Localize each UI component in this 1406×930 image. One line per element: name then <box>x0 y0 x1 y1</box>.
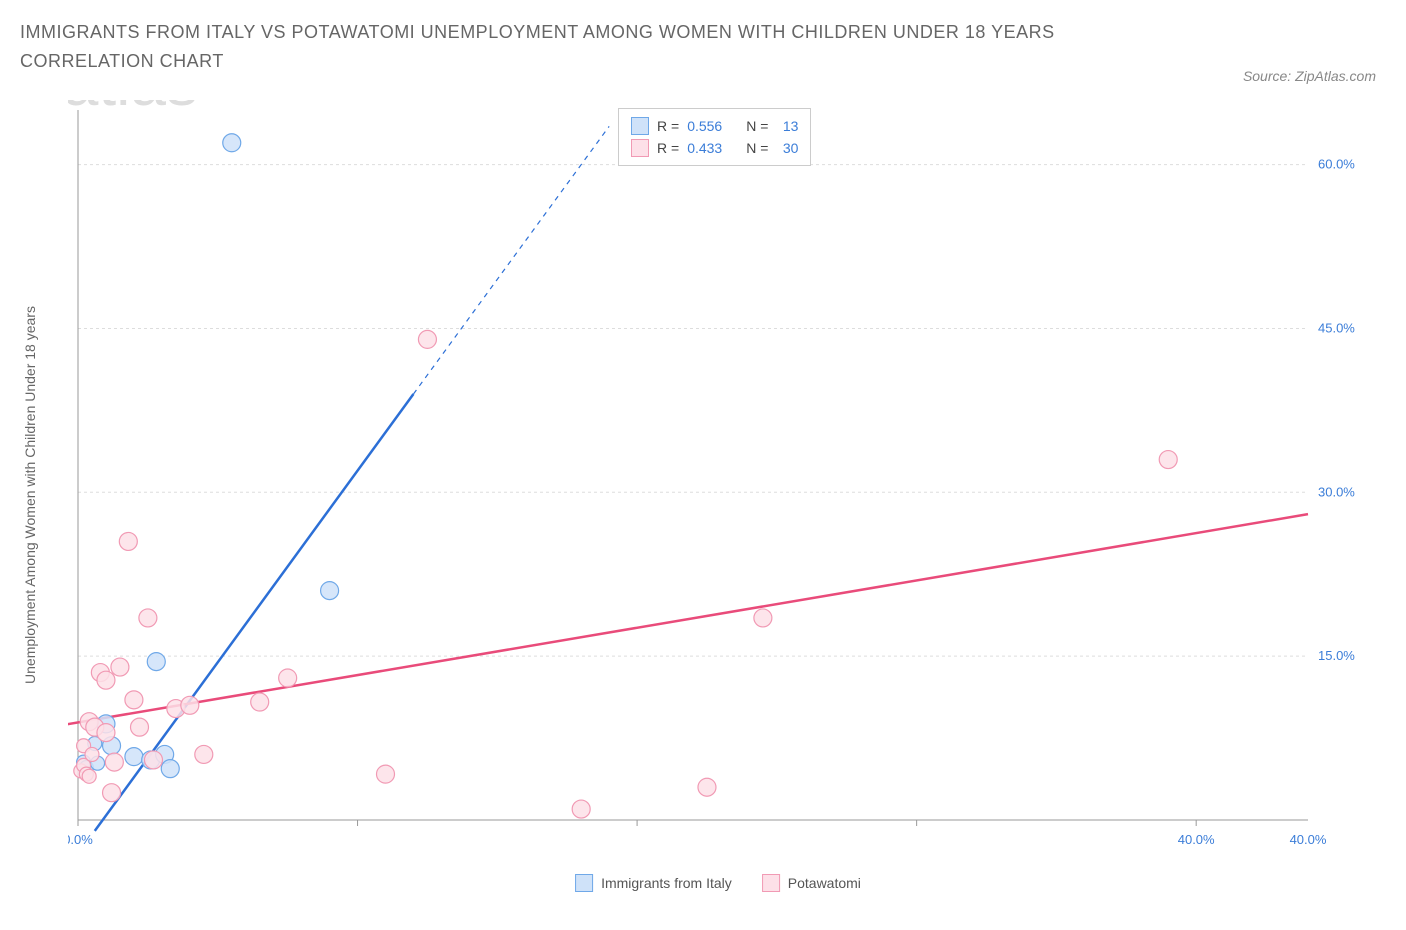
series-legend: Immigrants from Italy Potawatomi <box>575 874 861 892</box>
x-tick-label: 40.0% <box>1290 832 1327 847</box>
y-tick-label: 15.0% <box>1318 648 1355 663</box>
data-point <box>139 609 157 627</box>
legend-row: R = 0.433 N = 30 <box>631 137 798 159</box>
data-point <box>321 582 339 600</box>
data-point <box>97 724 115 742</box>
n-value: 30 <box>776 140 798 156</box>
data-point <box>111 658 129 676</box>
data-point <box>131 718 149 736</box>
data-point <box>103 784 121 802</box>
legend-swatch <box>631 139 649 157</box>
data-point <box>223 134 241 152</box>
data-point <box>754 609 772 627</box>
data-point <box>251 693 269 711</box>
n-label: N = <box>746 140 768 156</box>
data-point <box>125 748 143 766</box>
legend-swatch <box>762 874 780 892</box>
y-tick-label: 30.0% <box>1318 484 1355 499</box>
data-point <box>1159 451 1177 469</box>
n-label: N = <box>746 118 768 134</box>
correlation-legend: R = 0.556 N = 13 R = 0.433 N = 30 <box>618 108 811 166</box>
legend-item: Immigrants from Italy <box>575 874 732 892</box>
legend-item: Potawatomi <box>762 874 861 892</box>
data-point <box>418 330 436 348</box>
source-label: Source: ZipAtlas.com <box>1243 68 1376 84</box>
data-point <box>195 745 213 763</box>
legend-label: Potawatomi <box>788 875 861 891</box>
r-label: R = <box>657 118 679 134</box>
x-tick-label: 0.0% <box>68 832 93 847</box>
y-tick-label: 60.0% <box>1318 157 1355 172</box>
x-tick-label: 40.0% <box>1178 832 1215 847</box>
data-point <box>82 769 96 783</box>
data-point <box>572 800 590 818</box>
data-point <box>279 669 297 687</box>
data-point <box>181 696 199 714</box>
data-point <box>125 691 143 709</box>
data-point <box>105 753 123 771</box>
data-point <box>119 532 137 550</box>
r-value: 0.433 <box>687 140 722 156</box>
r-value: 0.556 <box>687 118 722 134</box>
legend-swatch <box>631 117 649 135</box>
legend-label: Immigrants from Italy <box>601 875 732 891</box>
watermark: ZIPatlas <box>68 100 198 123</box>
y-axis-label: Unemployment Among Women with Children U… <box>22 306 38 684</box>
chart-container: Unemployment Among Women with Children U… <box>48 100 1388 890</box>
data-point <box>161 760 179 778</box>
data-point <box>377 765 395 783</box>
data-point <box>85 747 99 761</box>
legend-swatch <box>575 874 593 892</box>
r-label: R = <box>657 140 679 156</box>
trend-line-dashed <box>413 126 609 394</box>
legend-row: R = 0.556 N = 13 <box>631 115 798 137</box>
data-point <box>698 778 716 796</box>
data-point <box>97 671 115 689</box>
data-point <box>144 751 162 769</box>
y-tick-label: 45.0% <box>1318 320 1355 335</box>
n-value: 13 <box>776 118 798 134</box>
data-point <box>147 653 165 671</box>
chart-title: IMMIGRANTS FROM ITALY VS POTAWATOMI UNEM… <box>20 18 1120 76</box>
scatter-plot: ZIPatlas 0.0% 40.0% 40.0% 15.0% 30.0% 45.0% 60… <box>68 100 1368 890</box>
